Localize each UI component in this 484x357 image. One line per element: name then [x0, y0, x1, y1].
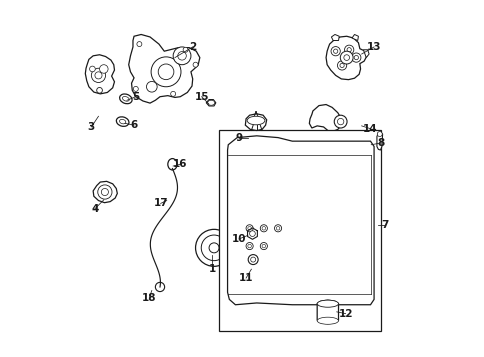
Circle shape [249, 231, 255, 236]
Text: 2: 2 [189, 42, 196, 52]
Circle shape [261, 244, 265, 248]
Text: 10: 10 [231, 234, 246, 244]
Circle shape [331, 46, 340, 56]
Polygon shape [351, 35, 358, 41]
Circle shape [337, 119, 343, 125]
Circle shape [343, 55, 349, 60]
Ellipse shape [247, 116, 264, 125]
Circle shape [333, 49, 337, 53]
Polygon shape [325, 36, 366, 80]
Circle shape [351, 53, 360, 62]
Circle shape [99, 65, 108, 73]
Ellipse shape [167, 159, 177, 170]
Circle shape [158, 64, 173, 80]
Text: 5: 5 [132, 92, 139, 102]
Circle shape [250, 257, 255, 262]
Polygon shape [128, 35, 199, 103]
Text: 3: 3 [88, 122, 95, 132]
Polygon shape [227, 136, 373, 305]
Text: 9: 9 [235, 132, 242, 142]
Circle shape [274, 225, 281, 232]
Circle shape [347, 47, 350, 52]
Circle shape [170, 91, 175, 96]
Circle shape [276, 226, 279, 230]
Polygon shape [363, 50, 368, 57]
Circle shape [133, 86, 138, 91]
Circle shape [260, 242, 267, 250]
Text: 4: 4 [91, 204, 98, 214]
Polygon shape [93, 181, 117, 203]
Text: 18: 18 [142, 293, 156, 303]
Circle shape [183, 47, 188, 52]
Circle shape [195, 229, 232, 266]
Circle shape [98, 185, 112, 199]
Circle shape [353, 55, 358, 60]
Circle shape [178, 51, 186, 60]
Bar [219, 131, 380, 331]
Text: 14: 14 [363, 124, 377, 134]
Ellipse shape [317, 300, 338, 307]
Circle shape [101, 188, 108, 196]
Circle shape [247, 244, 251, 248]
Circle shape [245, 242, 253, 250]
Ellipse shape [207, 100, 214, 105]
Text: 7: 7 [380, 220, 388, 230]
Circle shape [261, 226, 265, 230]
Circle shape [95, 72, 102, 79]
Ellipse shape [116, 117, 129, 126]
Polygon shape [317, 300, 338, 323]
Circle shape [151, 57, 181, 87]
Circle shape [155, 282, 164, 292]
Ellipse shape [119, 119, 125, 124]
Circle shape [248, 255, 257, 265]
Polygon shape [331, 35, 338, 41]
Circle shape [146, 81, 157, 92]
Text: 12: 12 [338, 309, 352, 319]
Polygon shape [309, 105, 341, 132]
Circle shape [136, 41, 141, 46]
Circle shape [339, 63, 344, 67]
Text: 16: 16 [173, 159, 187, 169]
Circle shape [173, 47, 191, 65]
Ellipse shape [122, 96, 129, 101]
Polygon shape [85, 55, 114, 94]
Text: 1: 1 [208, 264, 215, 274]
Polygon shape [245, 114, 266, 131]
Circle shape [260, 225, 267, 232]
Circle shape [245, 225, 253, 232]
Text: 6: 6 [130, 120, 137, 130]
Polygon shape [206, 100, 215, 106]
Circle shape [337, 61, 346, 70]
Circle shape [193, 62, 197, 67]
Circle shape [333, 115, 347, 128]
Text: 13: 13 [366, 42, 380, 52]
Ellipse shape [120, 94, 132, 104]
Text: 11: 11 [238, 273, 253, 283]
Circle shape [344, 45, 353, 54]
Text: 8: 8 [377, 138, 384, 148]
Circle shape [377, 132, 381, 136]
Circle shape [96, 87, 102, 93]
Circle shape [340, 51, 352, 64]
Text: 15: 15 [194, 92, 209, 102]
Circle shape [91, 68, 106, 82]
Polygon shape [376, 132, 382, 150]
Circle shape [209, 243, 219, 253]
Circle shape [90, 66, 95, 72]
Text: 17: 17 [153, 198, 167, 208]
Circle shape [247, 226, 251, 230]
Circle shape [201, 235, 227, 261]
Ellipse shape [317, 317, 338, 324]
